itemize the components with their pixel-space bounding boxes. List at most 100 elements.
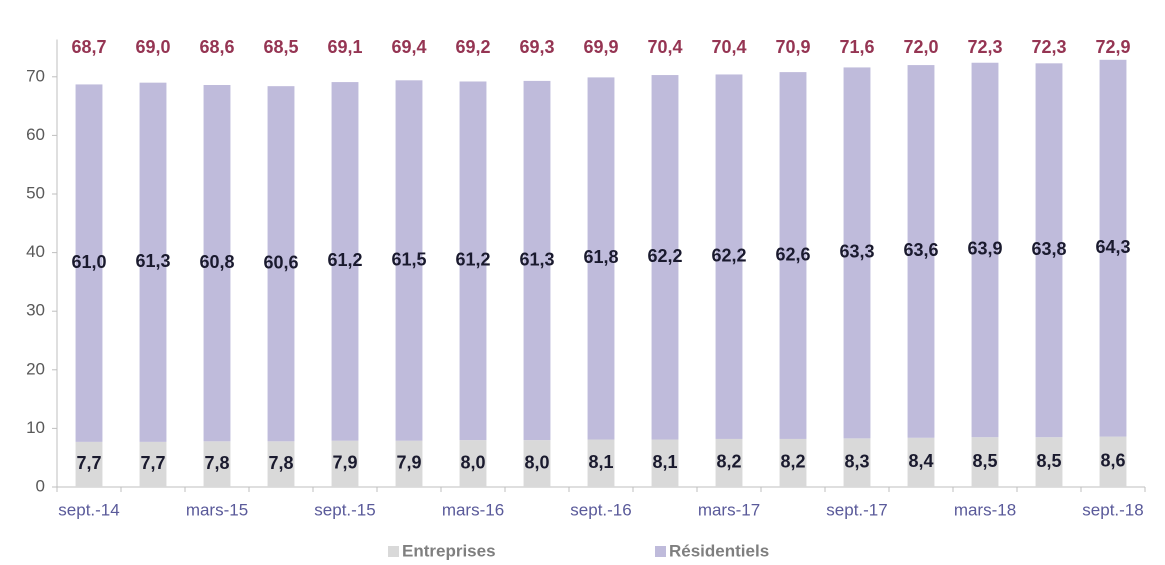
value-label: 7,7 — [76, 453, 101, 473]
legend-label: Entreprises — [402, 541, 496, 560]
x-tick-label: sept.-18 — [1082, 500, 1143, 519]
value-label: 63,9 — [967, 239, 1002, 259]
bar-segment — [907, 65, 935, 438]
total-label: 69,2 — [455, 37, 490, 57]
total-label: 69,3 — [519, 37, 554, 57]
bar-segment — [139, 441, 167, 487]
x-tick-label: sept.-16 — [570, 500, 631, 519]
y-tick-label: 50 — [26, 183, 45, 202]
total-label: 68,5 — [263, 37, 298, 57]
bar-segment — [459, 440, 487, 487]
bar-segment — [331, 440, 359, 487]
value-label: 60,6 — [263, 252, 298, 272]
value-label: 61,0 — [71, 252, 106, 272]
legend-swatch — [388, 546, 399, 557]
total-label: 69,9 — [583, 37, 618, 57]
total-label: 69,0 — [135, 37, 170, 57]
bar-segment — [779, 72, 807, 439]
x-tick-label: sept.-14 — [58, 500, 119, 519]
value-label: 7,8 — [204, 453, 229, 473]
bar-segment — [651, 439, 679, 487]
value-label: 7,8 — [268, 453, 293, 473]
bar-segment — [523, 440, 551, 487]
value-label: 7,7 — [140, 453, 165, 473]
bar-segment — [75, 84, 103, 442]
value-label: 8,0 — [460, 452, 485, 472]
legend-swatch — [655, 546, 666, 557]
bar-segment — [843, 438, 871, 487]
bar-segment — [203, 85, 231, 442]
value-label: 7,9 — [396, 453, 421, 473]
bar-segment — [331, 82, 359, 441]
total-label: 70,4 — [647, 37, 682, 57]
x-tick-label: mars-17 — [698, 500, 760, 519]
total-label: 72,0 — [903, 37, 938, 57]
total-label: 72,9 — [1095, 37, 1130, 57]
x-tick-label: mars-18 — [954, 500, 1016, 519]
bar-segment — [587, 77, 615, 440]
bar-segment — [203, 441, 231, 487]
value-label: 8,3 — [844, 451, 869, 471]
value-label: 8,2 — [716, 452, 741, 472]
bar-segment — [459, 81, 487, 441]
value-label: 60,8 — [199, 252, 234, 272]
x-tick-label: mars-16 — [442, 500, 504, 519]
bar-segment — [1099, 436, 1127, 487]
bar-segment — [1099, 59, 1127, 437]
y-tick-label: 0 — [36, 476, 45, 495]
bar-segment — [267, 86, 295, 442]
value-label: 62,2 — [711, 245, 746, 265]
total-label: 71,6 — [839, 37, 874, 57]
value-label: 7,9 — [332, 453, 357, 473]
bar-segment — [1035, 437, 1063, 487]
value-label: 8,4 — [908, 451, 933, 471]
value-label: 8,0 — [524, 452, 549, 472]
bar-segment — [395, 80, 423, 441]
value-label: 64,3 — [1095, 237, 1130, 257]
value-label: 63,6 — [903, 240, 938, 260]
y-tick-label: 20 — [26, 359, 45, 378]
value-label: 8,6 — [1100, 451, 1125, 471]
legend-label: Résidentiels — [669, 541, 769, 560]
x-tick-label: mars-15 — [186, 500, 248, 519]
value-label: 63,8 — [1031, 239, 1066, 259]
value-label: 61,5 — [391, 249, 426, 269]
value-label: 61,3 — [135, 251, 170, 271]
total-label: 70,4 — [711, 37, 746, 57]
bar-segment — [907, 437, 935, 487]
bar-segment — [587, 439, 615, 487]
value-label: 8,2 — [780, 452, 805, 472]
total-label: 69,1 — [327, 37, 362, 57]
y-tick-label: 70 — [26, 66, 45, 85]
bar-segment — [971, 62, 999, 438]
y-tick-label: 10 — [26, 418, 45, 437]
value-label: 8,5 — [972, 451, 997, 471]
value-label: 61,2 — [327, 250, 362, 270]
total-label: 72,3 — [967, 37, 1002, 57]
value-label: 61,8 — [583, 247, 618, 267]
bar-segment — [75, 441, 103, 487]
value-label: 8,1 — [588, 452, 613, 472]
value-label: 61,2 — [455, 250, 490, 270]
bar-segment — [843, 67, 871, 439]
value-label: 63,3 — [839, 242, 874, 262]
x-tick-label: sept.-15 — [314, 500, 375, 519]
total-label: 68,6 — [199, 37, 234, 57]
bar-segment — [715, 74, 743, 439]
value-label: 8,1 — [652, 452, 677, 472]
bar-segment — [139, 82, 167, 442]
bar-segment — [779, 438, 807, 487]
total-label: 72,3 — [1031, 37, 1066, 57]
bar-segment — [395, 440, 423, 487]
value-label: 62,6 — [775, 244, 810, 264]
bar-segment — [971, 437, 999, 487]
bar-segment — [523, 80, 551, 441]
value-label: 62,2 — [647, 246, 682, 266]
total-label: 70,9 — [775, 37, 810, 57]
total-label: 68,7 — [71, 37, 106, 57]
bar-segment — [1035, 63, 1063, 438]
value-label: 61,3 — [519, 249, 554, 269]
value-label: 8,5 — [1036, 451, 1061, 471]
bar-segment — [715, 438, 743, 487]
